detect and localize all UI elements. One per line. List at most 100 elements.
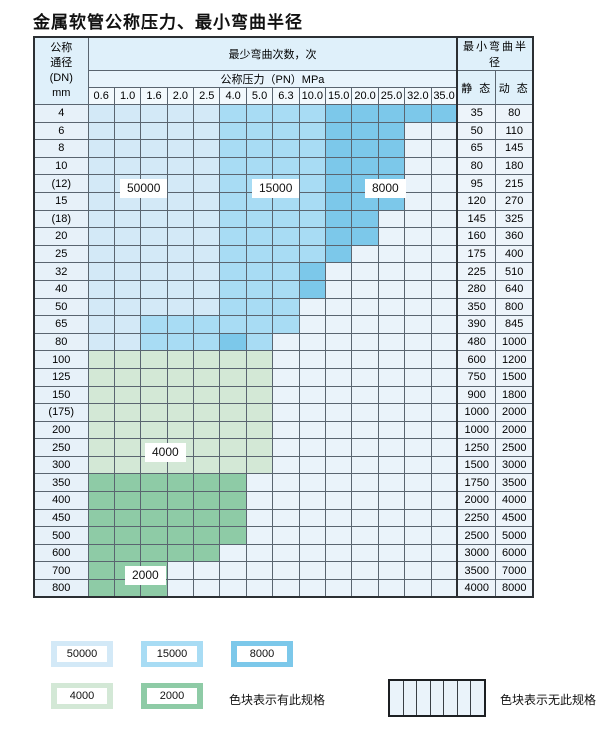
cell-spec	[140, 420, 168, 440]
cell-spec	[193, 491, 221, 510]
cell-no-spec	[430, 403, 459, 422]
cell-spec	[87, 139, 115, 158]
cell-spec	[272, 244, 300, 264]
cell-spec	[113, 279, 142, 299]
cell-no-spec	[404, 526, 432, 545]
cell-no-spec	[430, 350, 459, 369]
cell-spec	[272, 139, 300, 158]
cell-spec	[87, 315, 115, 334]
cell-no-spec	[430, 297, 459, 317]
cell-no-spec	[351, 262, 379, 281]
cell-no-spec	[377, 403, 406, 422]
cell-spec	[87, 156, 115, 176]
cell-spec	[351, 156, 379, 176]
cell-no-spec	[377, 508, 406, 528]
cell-spec	[351, 209, 379, 229]
table-row: 65 390 845	[33, 315, 534, 334]
cell-spec	[166, 385, 195, 405]
table-row: 450 2250 4500	[33, 508, 534, 528]
table-row: 700 3500 7000	[33, 561, 534, 581]
cell-no-spec	[325, 508, 353, 528]
static-radius-cell: 95	[456, 174, 496, 193]
cell-spec	[113, 385, 142, 405]
cell-no-spec	[245, 579, 274, 598]
cell-spec	[140, 473, 168, 493]
cell-spec	[219, 139, 247, 158]
cell-no-spec	[325, 315, 353, 334]
cell-no-spec	[377, 297, 406, 317]
cell-no-spec	[325, 262, 353, 281]
table-row: 100 600 1200	[33, 350, 534, 369]
cell-no-spec	[430, 473, 459, 493]
cell-no-spec	[404, 279, 432, 299]
no-spec-cell	[444, 681, 458, 715]
dynamic-radius-cell: 4500	[494, 508, 534, 528]
cell-spec	[87, 209, 115, 229]
cell-spec	[113, 209, 142, 229]
dynamic-radius-cell: 1000	[494, 332, 534, 352]
dn-header-line-1: 公称	[50, 42, 73, 54]
dn-cell: 450	[33, 508, 89, 528]
cell-no-spec	[430, 315, 459, 334]
cell-no-spec	[298, 543, 327, 563]
cell-no-spec	[404, 473, 432, 493]
cell-no-spec	[272, 579, 300, 598]
dynamic-radius-cell: 3000	[494, 455, 534, 475]
cell-spec	[113, 297, 142, 317]
spec-table: 公称 通径 (DN) mm 最少弯曲次数，次 最小弯曲半径 公称压力（PN）MP…	[33, 36, 535, 599]
cell-spec	[298, 121, 327, 141]
cell-spec	[193, 332, 221, 352]
cell-spec	[166, 279, 195, 299]
cell-spec	[298, 209, 327, 229]
cell-no-spec	[272, 367, 300, 387]
cell-spec	[219, 420, 247, 440]
cell-spec	[193, 174, 221, 193]
cell-spec	[87, 420, 115, 440]
dn-cell: 4	[33, 104, 89, 123]
cell-spec	[193, 473, 221, 493]
dn-cell: 15	[33, 191, 89, 211]
cell-no-spec	[245, 561, 274, 581]
cell-no-spec	[430, 139, 459, 158]
cell-spec	[298, 244, 327, 264]
cell-spec	[219, 526, 247, 545]
cell-spec	[193, 526, 221, 545]
cell-spec	[219, 315, 247, 334]
cell-no-spec	[430, 279, 459, 299]
dynamic-radius-cell: 845	[494, 315, 534, 334]
cell-spec	[219, 332, 247, 352]
cell-no-spec	[404, 420, 432, 440]
cell-no-spec	[404, 174, 432, 193]
dynamic-radius-cell: 8000	[494, 579, 534, 598]
cell-no-spec	[351, 579, 379, 598]
cell-no-spec	[325, 279, 353, 299]
static-radius-cell: 350	[456, 297, 496, 317]
cell-no-spec	[272, 508, 300, 528]
cell-spec	[272, 297, 300, 317]
cell-spec	[166, 156, 195, 176]
cell-no-spec	[272, 350, 300, 369]
cell-spec	[140, 315, 168, 334]
cell-spec	[113, 473, 142, 493]
cell-spec	[219, 156, 247, 176]
table-head: 公称 通径 (DN) mm 最少弯曲次数，次 最小弯曲半径 公称压力（PN）MP…	[33, 36, 534, 105]
cell-no-spec	[404, 508, 432, 528]
cell-no-spec	[377, 332, 406, 352]
cell-no-spec	[377, 385, 406, 405]
cell-spec	[245, 209, 274, 229]
cell-spec	[140, 156, 168, 176]
legend: 50000 15000 8000 4000 2000 色块表示有此规格 色块表示无此规格	[33, 639, 596, 734]
cell-no-spec	[298, 350, 327, 369]
cell-no-spec	[430, 561, 459, 581]
dn-cell: 65	[33, 315, 89, 334]
cell-no-spec	[430, 438, 459, 457]
cell-no-spec	[245, 473, 274, 493]
pressure-header: 公称压力（PN）MPa	[87, 70, 459, 88]
legend-has-spec-text: 色块表示有此规格	[229, 693, 326, 707]
cell-spec	[87, 244, 115, 264]
dn-cell: 32	[33, 262, 89, 281]
dn-header-line-2: 通径	[50, 57, 73, 69]
cycle-count-chip: 8000	[365, 179, 406, 198]
cell-spec	[166, 244, 195, 264]
